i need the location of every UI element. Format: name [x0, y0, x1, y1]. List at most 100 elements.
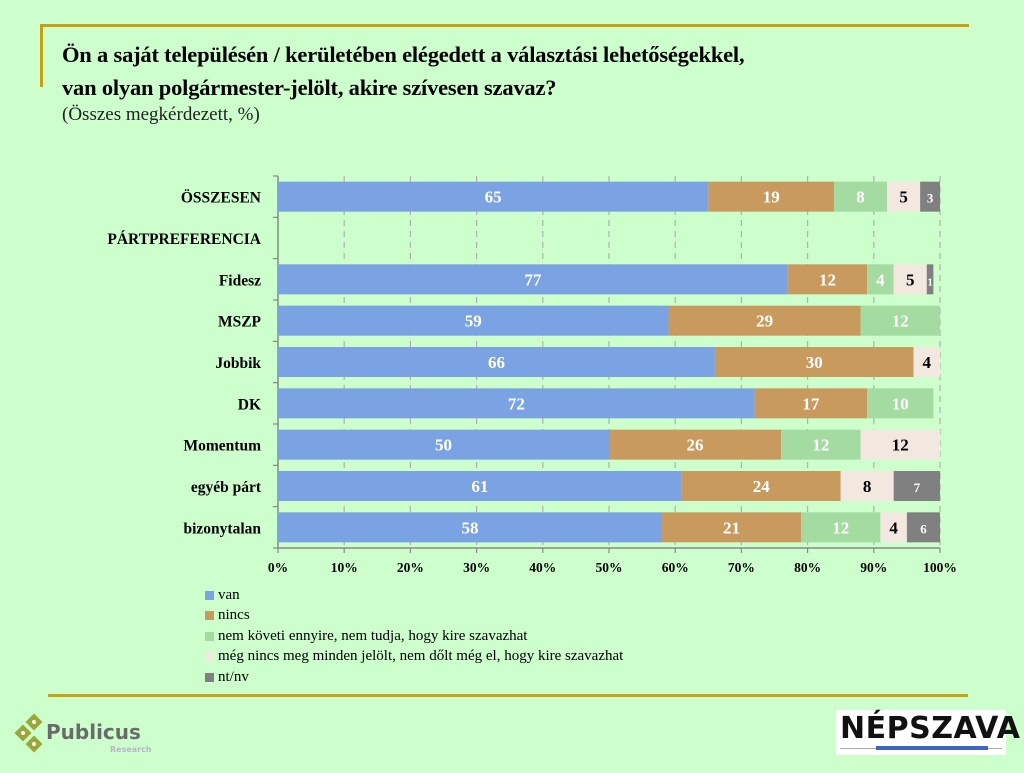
- data-label: 3: [927, 191, 934, 206]
- bar-segment: [787, 264, 868, 295]
- legend-item: nt/nv: [205, 667, 623, 688]
- frame-bottom-line: [48, 694, 968, 697]
- bar-segment: [708, 181, 835, 212]
- data-label: 61: [471, 477, 488, 496]
- data-label: 1: [927, 276, 933, 288]
- data-label: 65: [485, 188, 502, 207]
- data-label: 12: [819, 270, 836, 289]
- data-label: 7: [914, 480, 921, 495]
- bar-segment: [714, 347, 914, 377]
- bar-segment: [278, 512, 662, 543]
- frame-top-line: [40, 24, 969, 27]
- category-label: Momentum: [184, 438, 262, 455]
- bar-segment: [893, 264, 927, 295]
- data-label: 29: [756, 312, 773, 331]
- legend-label: nem követi ennyire, nem tudja, hogy kire…: [218, 627, 528, 644]
- legend: van nincs nem követi ennyire, nem tudja, h…: [205, 585, 623, 688]
- nepszava-name: NÉPSZAVA: [840, 711, 1021, 746]
- data-label: 12: [812, 436, 829, 455]
- bar-segment: [278, 471, 682, 501]
- x-tick-label: 20%: [397, 560, 424, 575]
- data-label: 5: [906, 270, 915, 289]
- legend-swatch: [205, 652, 214, 662]
- publicus-name: Publicus: [46, 720, 141, 744]
- bar-segment: [880, 512, 907, 543]
- bar-segment: [926, 264, 934, 295]
- chart-title: Ön a saját településén / kerületében elé…: [62, 38, 745, 104]
- bar-segment: [867, 264, 894, 295]
- stacked-bar-chart: 0% 10% 20% 30% 40% 50% 60% 70% 80% 90% 100% ÖSSZESE…: [107, 175, 957, 575]
- data-label: 66: [488, 353, 505, 372]
- x-tick-label: 80%: [794, 560, 821, 575]
- bar-segment: [681, 471, 841, 501]
- x-tick-label: 40%: [529, 560, 556, 575]
- data-label: 4: [876, 270, 885, 289]
- category-label: MSZP: [218, 314, 262, 331]
- data-label: 4: [889, 518, 898, 537]
- legend-label: nt/nv: [218, 668, 249, 685]
- frame-left-line: [40, 24, 43, 87]
- legend-label: van: [218, 586, 240, 603]
- publicus-sub: Research: [110, 745, 152, 754]
- category-label: PÁRTPREFERENCIA: [107, 231, 261, 248]
- legend-swatch: [205, 631, 214, 641]
- category-label: Fidesz: [219, 272, 261, 289]
- data-label: 26: [687, 436, 704, 455]
- bar-segment: [834, 181, 888, 212]
- bar-segment: [668, 305, 861, 336]
- legend-swatch: [205, 672, 214, 682]
- bar-segment: [609, 429, 782, 460]
- bar-segment: [278, 181, 709, 212]
- x-tick-label: 10%: [331, 560, 358, 575]
- chart-subtitle: (Összes megkérdezett, %): [62, 104, 260, 125]
- bar-segment: [887, 181, 921, 212]
- bar-segment: [781, 429, 861, 460]
- data-label: 19: [763, 188, 780, 207]
- bar-segment: [661, 512, 801, 543]
- bar-segment: [754, 388, 868, 419]
- publicus-diamond-icon: Publicus Research: [14, 713, 152, 754]
- bar-segment: [913, 347, 940, 377]
- bar-segment: [278, 264, 788, 295]
- bar-segment: [278, 388, 755, 419]
- x-tick-label: 0%: [268, 560, 288, 575]
- category-label: egyéb párt: [191, 479, 262, 496]
- legend-label: nincs: [218, 607, 250, 624]
- legend-label: még nincs meg minden jelölt, nem dőlt mé…: [218, 648, 624, 665]
- x-tick-label: 30%: [463, 560, 490, 575]
- legend-item: nem követi ennyire, nem tudja, hogy kire…: [205, 626, 623, 647]
- x-tick-label: 60%: [662, 560, 689, 575]
- publicus-logo: Publicus Research: [12, 712, 152, 762]
- bar-segment: [860, 305, 940, 336]
- bar-segment: [800, 512, 881, 543]
- x-tick-label: 70%: [728, 560, 755, 575]
- data-label: 5: [899, 188, 908, 207]
- data-label: 8: [856, 188, 865, 207]
- bar-segment: [860, 429, 940, 460]
- data-label: 8: [863, 477, 872, 496]
- bar-segment: [867, 388, 934, 419]
- legend-item: még nincs meg minden jelölt, nem dőlt mé…: [205, 647, 623, 668]
- data-label: 12: [832, 518, 849, 537]
- data-label: 58: [461, 518, 478, 537]
- legend-swatch: [205, 590, 214, 600]
- data-label: 24: [753, 477, 771, 496]
- data-label: 12: [892, 436, 909, 455]
- data-label: 21: [723, 518, 740, 537]
- legend-item: nincs: [205, 606, 623, 627]
- category-label: Jobbik: [215, 355, 261, 372]
- category-label: DK: [238, 396, 261, 413]
- bar-segment: [920, 181, 940, 212]
- x-tick-label: 100%: [923, 560, 957, 575]
- data-label: 17: [802, 394, 820, 413]
- data-label: 30: [806, 353, 823, 372]
- data-label: 10: [892, 394, 909, 413]
- data-label: 6: [920, 521, 927, 536]
- nepszava-logo: NÉPSZAVA: [836, 710, 1020, 755]
- bar-segment: [840, 471, 894, 501]
- category-label: ÖSSZESEN: [181, 190, 261, 207]
- data-label: 12: [892, 312, 909, 331]
- bar-segment: [278, 347, 715, 377]
- data-label: 77: [524, 270, 542, 289]
- bar-segment: [893, 471, 940, 501]
